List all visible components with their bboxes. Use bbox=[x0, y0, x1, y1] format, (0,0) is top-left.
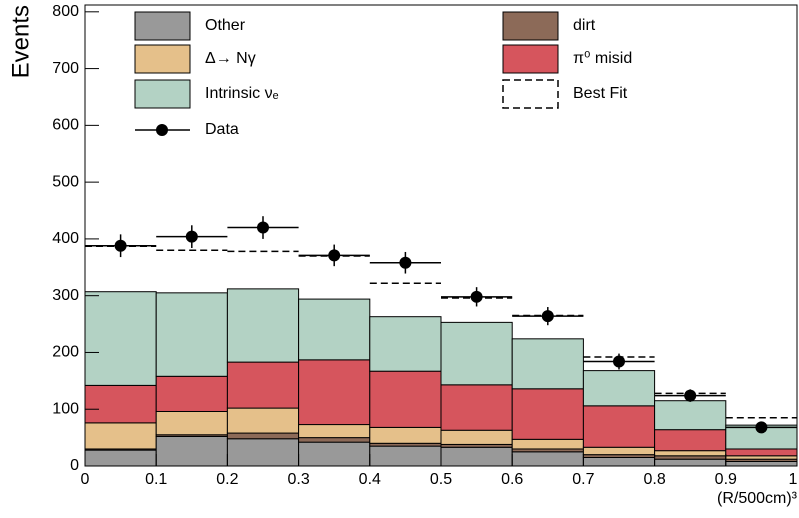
histogram-segment bbox=[511, 451, 584, 467]
y-axis-title: Events bbox=[7, 5, 34, 78]
data-point bbox=[257, 221, 269, 234]
histogram-segment bbox=[582, 446, 656, 456]
legend-label: Δ→ Nγ bbox=[205, 50, 256, 67]
histogram-segment bbox=[440, 429, 513, 445]
x-tick-label: 0.2 bbox=[216, 471, 238, 488]
x-tick-label: 0.5 bbox=[430, 471, 452, 488]
legend-label: π⁰ misid bbox=[573, 50, 632, 67]
data-point bbox=[613, 355, 625, 368]
legend-swatch bbox=[502, 11, 559, 41]
x-tick-label: 0.3 bbox=[287, 471, 309, 488]
histogram-segment bbox=[582, 405, 656, 448]
histogram-segment bbox=[511, 388, 584, 440]
legend-label: Data bbox=[205, 121, 239, 138]
legend-label: dirt bbox=[573, 17, 596, 34]
legend-label: Intrinsic νₑ bbox=[205, 85, 279, 102]
data-point bbox=[185, 230, 198, 243]
histogram-segment bbox=[226, 407, 300, 434]
histogram-segment bbox=[155, 375, 228, 412]
histogram-segment bbox=[440, 321, 513, 386]
x-tick-label: 0.7 bbox=[572, 471, 594, 488]
legend-label: Best Fit bbox=[573, 85, 628, 102]
histogram-segment bbox=[298, 437, 371, 443]
histogram-segment bbox=[440, 384, 513, 431]
histogram-segment bbox=[298, 359, 371, 426]
legend-swatch bbox=[134, 11, 191, 41]
legend-marker bbox=[156, 124, 168, 136]
y-tick-label: 600 bbox=[52, 117, 79, 134]
histogram-segment bbox=[369, 426, 442, 444]
histogram-segment bbox=[369, 316, 442, 372]
data-point bbox=[755, 421, 768, 434]
histogram-segment bbox=[511, 338, 584, 390]
histogram-segment bbox=[84, 384, 157, 424]
histogram-segment bbox=[725, 455, 798, 460]
y-tick-label: 800 bbox=[52, 3, 79, 20]
histogram-segment bbox=[84, 422, 157, 450]
data-point bbox=[470, 290, 483, 303]
legend-label: Other bbox=[205, 17, 246, 34]
data-point bbox=[328, 249, 341, 262]
histogram-segment bbox=[155, 410, 228, 436]
x-tick-label: 0.8 bbox=[643, 471, 665, 488]
legend-swatch bbox=[134, 79, 191, 109]
histogram-segment bbox=[226, 438, 300, 467]
histogram-segment bbox=[298, 298, 371, 361]
x-tick-label: 0 bbox=[81, 471, 90, 488]
histogram-segment bbox=[226, 432, 300, 440]
x-tick-label: 1 bbox=[789, 471, 798, 488]
histogram-segment bbox=[654, 455, 727, 460]
histogram-segment bbox=[298, 441, 371, 467]
histogram-segment bbox=[155, 435, 228, 467]
x-tick-label: 0.6 bbox=[501, 471, 523, 488]
histogram-segment bbox=[369, 445, 442, 467]
data-point bbox=[541, 310, 554, 323]
legend-swatch bbox=[502, 79, 559, 109]
legend-swatch bbox=[502, 44, 559, 74]
histogram-segment bbox=[654, 400, 727, 431]
x-tick-label: 0.9 bbox=[715, 471, 737, 488]
histogram-segment bbox=[369, 370, 442, 428]
legend-swatch bbox=[134, 44, 191, 74]
data-point bbox=[399, 256, 412, 269]
y-tick-label: 400 bbox=[52, 230, 79, 247]
y-tick-label: 300 bbox=[52, 287, 79, 304]
x-tick-label: 0.1 bbox=[145, 471, 167, 488]
data-point bbox=[684, 389, 697, 402]
histogram-segment bbox=[511, 438, 584, 450]
histogram-segment bbox=[155, 292, 228, 377]
y-tick-label: 0 bbox=[70, 457, 79, 474]
histogram-segment bbox=[725, 460, 798, 467]
histogram-segment bbox=[84, 291, 157, 386]
x-tick-label: 0.4 bbox=[359, 471, 381, 488]
histogram-segment bbox=[654, 429, 727, 452]
y-tick-label: 200 bbox=[52, 344, 79, 361]
x-axis-title: (R/500cm)³ bbox=[717, 490, 798, 507]
histogram-segment bbox=[226, 288, 300, 363]
histogram-segment bbox=[226, 361, 300, 409]
histogram-segment bbox=[298, 424, 371, 439]
histogram-segment bbox=[654, 458, 727, 467]
y-tick-label: 500 bbox=[52, 173, 79, 190]
y-tick-label: 100 bbox=[52, 400, 79, 417]
data-point bbox=[114, 239, 127, 252]
histogram-segment bbox=[582, 370, 656, 407]
histogram-segment bbox=[440, 446, 513, 467]
y-tick-label: 700 bbox=[52, 60, 79, 77]
histogram-segment bbox=[654, 450, 727, 457]
histogram-segment bbox=[582, 456, 656, 467]
histogram-segment bbox=[84, 449, 157, 467]
histogram-segment bbox=[725, 448, 798, 457]
